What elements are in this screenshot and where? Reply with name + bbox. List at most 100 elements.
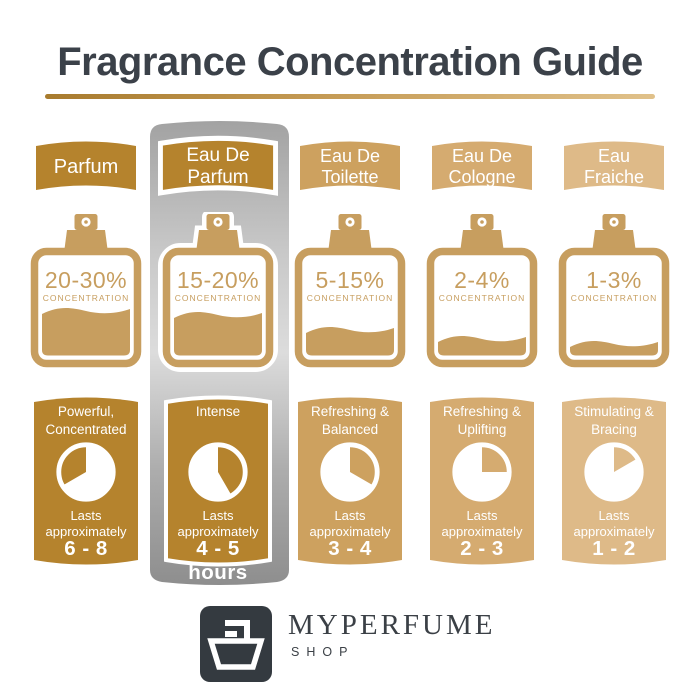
brand-logo-icon [200,606,272,682]
fragrance-column: Parfum [20,115,152,595]
fragrance-column: Eau De Parfum [152,115,284,595]
duration-value: 6 - 8 hours [56,537,116,584]
duration-value: 4 - 5 hours [188,537,248,584]
category-badge: Eau De Toilette [284,135,416,199]
clock-pie-icon [56,442,116,502]
duration-value: 3 - 4 hours [320,537,380,584]
character-line: Concentrated [45,421,127,437]
character-line: Powerful, [57,404,115,419]
lasts-line: Lasts [70,508,102,523]
badge-shape [158,135,278,196]
duration-card: Refreshing & Balanced Lasts approximatel… [296,392,404,584]
lasts-line: approximately [441,524,523,540]
lasts-text: Lasts approximately [32,508,140,541]
category-name: Parfum [34,135,138,199]
fragrance-column: Eau De Toilette [284,115,416,595]
concentration-value: 1-3% [586,267,642,293]
fragrance-column: Eau Fraiche [548,115,680,595]
category-badge: Eau Fraiche [548,135,680,199]
concentration-value: 2-4% [454,267,510,293]
category-badge: Eau De Parfum [152,135,284,203]
concentration-label: CONCENTRATION [306,293,394,303]
clock-pie-icon [584,442,644,502]
perfume-bottle: 1-3% CONCENTRATION [548,212,680,374]
lasts-line: Lasts [334,508,366,523]
category-name-line: Parfum [53,155,119,178]
character-line: Bracing [591,421,637,437]
duration-card: Stimulating & Bracing Lasts approximatel… [560,392,668,584]
lasts-line: Lasts [598,508,630,523]
character-line: Intense [195,404,241,419]
category-name: Eau De Toilette [298,135,402,199]
gold-divider [45,94,655,99]
badge-shape [300,141,400,190]
category-name-line: Eau De [186,145,250,167]
brand-footer: MYPERFUME SHOP [0,600,700,695]
lasts-line: approximately [573,524,655,540]
category-name-line: Eau [597,146,631,167]
category-name-line: Eau De [319,146,381,167]
concentration-label: CONCENTRATION [570,293,658,303]
category-badge: Eau De Cologne [416,135,548,199]
perfume-bottle-logo-glyph [207,620,265,670]
lasts-text: Lasts approximately [428,508,536,541]
lasts-text: Lasts approximately [560,508,668,541]
category-name: Eau De Parfum [158,131,278,203]
category-name-line: Parfum [187,167,249,188]
character-line: Balanced [321,421,379,437]
lasts-line: approximately [45,524,127,540]
character-description: Intense [164,403,272,421]
duration-card: Powerful, Concentrated Lasts approximate… [32,392,140,584]
duration-value: 1 - 2 hours [584,537,644,584]
lasts-line: approximately [309,524,391,540]
character-description: Refreshing & Balanced [296,403,404,438]
lasts-line: Lasts [202,508,234,523]
character-line: Refreshing & [310,404,390,419]
concentration-value: 15-20% [176,267,260,293]
page-title: Fragrance Concentration Guide [57,40,643,84]
fragrance-column: Eau De Cologne [416,115,548,595]
concentration-value: 20-30% [44,267,128,293]
badge-shape [36,141,136,190]
clock-pie-icon [320,442,380,502]
concentration-label: CONCENTRATION [42,293,130,303]
brand-name: MYPERFUME [288,609,496,641]
brand-subtitle: SHOP [291,645,355,659]
character-line: Refreshing & [442,404,522,419]
perfume-bottle-icon [158,212,278,372]
perfume-bottle-icon [30,214,142,368]
character-description: Powerful, Concentrated [32,403,140,438]
perfume-bottle-icon [294,214,406,368]
duration-card: Refreshing & Uplifting Lasts approximate… [428,392,536,584]
character-description: Stimulating & Bracing [560,403,668,438]
character-line: Uplifting [457,421,507,437]
category-name-line: Toilette [321,167,379,187]
perfume-bottle-icon [558,214,670,368]
concentration-label: CONCENTRATION [438,293,526,303]
badge-shape [564,141,664,190]
character-line: Stimulating & [574,404,654,419]
perfume-bottle: 2-4% CONCENTRATION [416,212,548,374]
clock-pie-icon [452,442,512,502]
perfume-bottle: 15-20% CONCENTRATION [152,212,284,374]
lasts-line: approximately [177,524,259,540]
clock-pie-icon [188,442,248,502]
concentration-label: CONCENTRATION [174,293,262,303]
lasts-line: Lasts [466,508,498,523]
duration-card: Intense Lasts approximately 4 - 5 hours [164,392,272,584]
character-description: Refreshing & Uplifting [428,403,536,438]
category-name: Eau De Cologne [430,135,534,199]
category-badge: Parfum [20,135,152,199]
category-name-line: Eau De [451,146,513,167]
category-name-line: Cologne [448,167,516,187]
perfume-bottle-icon [426,214,538,368]
category-name: Eau Fraiche [562,135,666,199]
concentration-value: 5-15% [315,267,385,293]
lasts-text: Lasts approximately [296,508,404,541]
perfume-bottle: 5-15% CONCENTRATION [284,212,416,374]
perfume-bottle: 20-30% CONCENTRATION [20,212,152,374]
badge-shape [432,141,532,190]
duration-value: 2 - 3 hours [452,537,512,584]
category-name-line: Fraiche [583,167,645,187]
